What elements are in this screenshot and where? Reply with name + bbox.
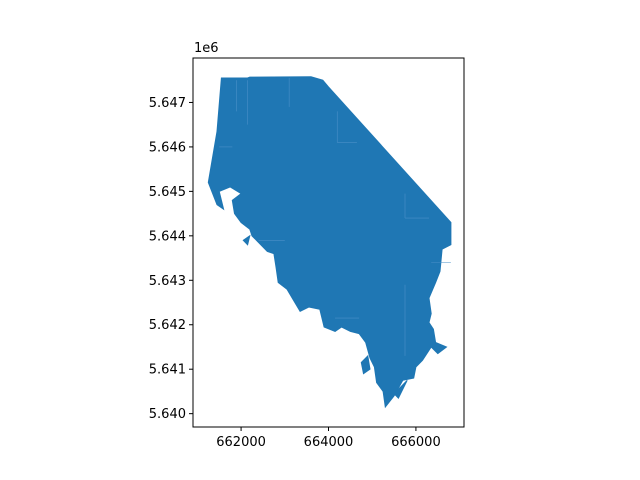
y-axis-ticks: 5.640 5.641 5.642 5.643 5.644 5.645 5.646 5.647 [149,96,193,422]
x-tick-label: 666000 [391,435,441,450]
island-polygon-0 [360,354,371,375]
map-polygons [207,76,452,409]
y-tick-label: 5.640 [149,407,186,422]
x-tick-label: 664000 [304,435,354,450]
x-axis-ticks: 662000 664000 666000 [216,427,441,450]
y-tick-label: 5.644 [149,229,186,244]
district-polygon [207,76,452,409]
y-tick-label: 5.643 [149,274,186,289]
y-tick-label: 5.642 [149,318,186,333]
y-tick-label: 5.646 [149,140,186,155]
island-polygon-1 [393,379,408,399]
x-tick-label: 662000 [216,435,266,450]
y-tick-label: 5.647 [149,96,186,111]
y-tick-label: 5.645 [149,185,186,200]
y-tick-label: 5.641 [149,363,186,378]
y-offset-label: 1e6 [194,41,219,56]
island-polygon-2 [242,234,251,246]
